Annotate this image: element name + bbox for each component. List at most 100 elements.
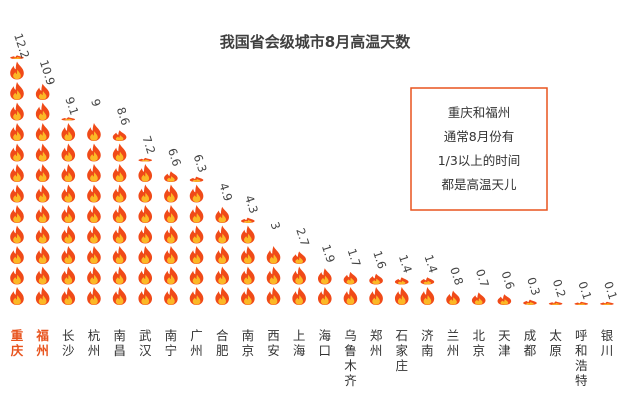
category-label-重庆: 重庆 xyxy=(10,328,24,358)
flame-icon xyxy=(112,266,127,285)
annotation-line-4: 都是高温天儿 xyxy=(441,177,517,192)
flame-icon xyxy=(446,290,460,305)
flame-icon xyxy=(35,287,50,305)
flame-icon xyxy=(189,176,204,182)
flame-icon xyxy=(292,251,306,264)
flame-icon xyxy=(189,225,204,244)
flame-icon xyxy=(87,184,101,203)
value-label-武汉: 7.2 xyxy=(139,134,158,156)
value-label-西安: 3 xyxy=(268,220,284,231)
flame-icon xyxy=(266,246,281,264)
flame-icon xyxy=(112,287,127,305)
flame-icon xyxy=(318,287,332,305)
flame-icon xyxy=(574,301,589,305)
value-label-广州: 6.3 xyxy=(191,152,210,174)
flame-icon xyxy=(87,123,101,141)
bar-海口 xyxy=(318,268,332,305)
flame-icon xyxy=(138,287,153,305)
flame-icon xyxy=(215,287,229,305)
flame-columns xyxy=(10,55,614,305)
category-label-南昌: 南昌 xyxy=(113,328,126,358)
category-label-杭州: 杭州 xyxy=(88,328,101,358)
flame-icon xyxy=(35,225,50,244)
flame-icon xyxy=(112,246,127,264)
flame-icon xyxy=(35,143,50,162)
flame-icon xyxy=(10,143,24,162)
flame-icon xyxy=(292,287,306,305)
value-label-福州: 10.9 xyxy=(37,58,58,87)
value-label-成都: 0.3 xyxy=(524,275,543,297)
category-label-呼和浩特: 呼和浩特 xyxy=(575,328,588,388)
bar-北京 xyxy=(471,292,486,305)
flame-icon xyxy=(61,205,76,223)
flame-icon xyxy=(394,277,409,285)
bar-南宁 xyxy=(164,171,178,305)
value-label-杭州: 9 xyxy=(88,97,104,108)
flame-icon xyxy=(112,205,127,223)
flame-icon xyxy=(369,287,383,305)
category-label-成都: 成都 xyxy=(524,328,537,358)
flame-icon xyxy=(164,205,178,223)
chart-title: 我国省会级城市8月高温天数 xyxy=(220,33,411,51)
value-label-海口: 1.9 xyxy=(319,243,338,265)
category-label-郑州: 郑州 xyxy=(370,328,383,358)
flame-icon xyxy=(61,287,76,305)
bar-银川 xyxy=(600,301,614,305)
flame-icon xyxy=(189,205,204,223)
bar-西安 xyxy=(266,246,281,305)
category-label-太原: 太原 xyxy=(549,328,562,358)
bar-乌鲁木齐 xyxy=(343,271,358,305)
flame-icon xyxy=(87,246,101,264)
value-label-郑州: 1.6 xyxy=(370,249,389,271)
bar-上海 xyxy=(292,251,306,305)
category-label-长沙: 长沙 xyxy=(62,328,75,358)
flame-icon xyxy=(318,268,332,285)
flame-icon xyxy=(87,143,101,162)
flame-icon xyxy=(61,117,76,121)
flame-icon xyxy=(266,287,281,305)
flame-icon xyxy=(10,266,24,285)
flame-icon xyxy=(189,287,204,305)
category-label-兰州: 兰州 xyxy=(447,328,460,358)
value-label-北京: 0.7 xyxy=(473,267,492,289)
category-labels: 重庆福州长沙杭州南昌武汉南宁广州合肥南京西安上海海口乌鲁木齐郑州石家庄济南兰州北… xyxy=(10,328,614,388)
flame-icon xyxy=(241,246,255,264)
flame-icon xyxy=(343,287,358,305)
bar-广州 xyxy=(189,176,204,305)
flame-icon xyxy=(266,266,281,285)
bar-石家庄 xyxy=(394,277,409,305)
flame-icon xyxy=(164,184,178,203)
flame-icon xyxy=(35,123,50,141)
flame-icon xyxy=(394,287,409,305)
flame-icon xyxy=(189,184,204,203)
category-label-西安: 西安 xyxy=(267,328,280,358)
flame-icon xyxy=(600,301,614,305)
flame-icon xyxy=(87,266,101,285)
category-label-天津: 天津 xyxy=(498,328,511,358)
category-label-银川: 银川 xyxy=(601,328,614,358)
category-label-广州: 广州 xyxy=(190,328,203,358)
value-label-石家庄: 1.4 xyxy=(396,253,415,275)
flame-icon xyxy=(112,143,127,162)
bar-太原 xyxy=(548,301,563,305)
flame-icon xyxy=(215,206,229,223)
flame-icon xyxy=(10,164,24,182)
bar-长沙 xyxy=(61,117,76,305)
flame-icon xyxy=(35,164,50,182)
bar-合肥 xyxy=(215,206,229,305)
flame-icon xyxy=(10,55,24,59)
value-label-兰州: 0.8 xyxy=(447,265,466,287)
bar-兰州 xyxy=(446,290,460,305)
category-label-福州: 福州 xyxy=(35,328,49,358)
bar-重庆 xyxy=(10,55,24,305)
category-label-乌鲁木齐: 乌鲁木齐 xyxy=(344,328,357,388)
value-label-长沙: 9.1 xyxy=(62,95,81,117)
annotation-box: 重庆和福州 通常8月份有 1/3以上的时间 都是高温天儿 xyxy=(410,87,548,211)
flame-icon xyxy=(35,102,50,121)
flame-icon xyxy=(138,184,153,203)
annotation-line-3: 1/3以上的时间 xyxy=(438,153,521,168)
category-label-北京: 北京 xyxy=(472,328,485,358)
flame-icon xyxy=(35,83,50,100)
category-label-合肥: 合肥 xyxy=(216,328,229,358)
flame-icon xyxy=(241,266,255,285)
